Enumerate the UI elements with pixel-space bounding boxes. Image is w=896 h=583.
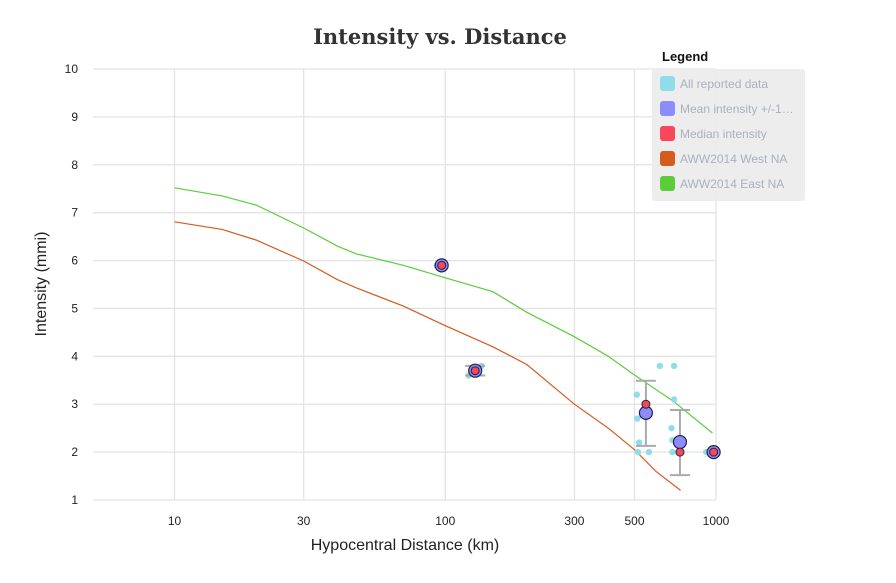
legend: Legend All reported data Mean intensity +… xyxy=(652,49,805,201)
axes: 1 2 3 4 5 6 7 8 9 10 10 30 100 300 500 1000 xyxy=(65,62,730,528)
reported-data-point xyxy=(633,391,641,398)
aww2014-west-na-line xyxy=(174,221,681,491)
y-tick-label: 8 xyxy=(71,158,78,172)
y-tick-label: 2 xyxy=(71,445,78,459)
reported-data-point xyxy=(668,424,675,432)
x-tick-label: 30 xyxy=(297,514,311,528)
y-tick-label: 10 xyxy=(65,62,79,76)
legend-label: Mean intensity +/-1… xyxy=(680,102,794,116)
legend-label: AWW2014 West NA xyxy=(680,152,787,166)
median-intensity-point xyxy=(675,447,685,457)
reported-data-point xyxy=(669,448,676,456)
legend-label: Median intensity xyxy=(680,127,767,141)
legend-swatch xyxy=(660,101,675,116)
median-intensity-point xyxy=(437,260,447,270)
reported-data-point xyxy=(634,415,641,422)
reported-data-point xyxy=(645,448,653,456)
x-axis-label: Hypocentral Distance (km) xyxy=(311,537,500,554)
chart-title: Intensity vs. Distance xyxy=(313,24,567,49)
legend-swatch xyxy=(660,176,675,191)
legend-label: All reported data xyxy=(680,77,768,91)
median-intensity-point xyxy=(709,447,719,457)
x-tick-label: 300 xyxy=(564,514,584,528)
y-tick-label: 6 xyxy=(71,254,78,268)
median-intensity-point xyxy=(641,399,651,409)
y-tick-label: 1 xyxy=(71,493,78,507)
y-axis-label: Intensity (mmi) xyxy=(33,232,50,337)
legend-label: AWW2014 East NA xyxy=(680,177,784,191)
x-tick-label: 1000 xyxy=(703,514,730,528)
y-tick-label: 3 xyxy=(71,397,78,411)
mean-intensity-point xyxy=(672,434,688,450)
y-tick-label: 5 xyxy=(71,301,78,315)
reported-data-point xyxy=(670,396,678,403)
aww2014-east-na-line xyxy=(174,187,713,434)
y-tick-label: 7 xyxy=(71,206,78,220)
legend-swatch xyxy=(660,151,675,166)
data-points xyxy=(433,258,721,477)
reported-data-point xyxy=(634,448,642,456)
legend-swatch xyxy=(660,126,675,141)
x-tick-label: 100 xyxy=(435,514,455,528)
x-tick-label: 10 xyxy=(168,514,182,528)
legend-box xyxy=(652,69,805,201)
reported-data-point xyxy=(670,362,678,370)
legend-title: Legend xyxy=(662,49,708,64)
legend-swatch xyxy=(660,76,675,91)
x-tick-label: 500 xyxy=(624,514,644,528)
model-curves xyxy=(174,187,713,491)
y-tick-label: 9 xyxy=(71,110,78,124)
y-tick-label: 4 xyxy=(71,349,78,363)
median-intensity-point xyxy=(470,366,480,376)
reported-data-point xyxy=(635,439,643,446)
reported-data-point xyxy=(656,362,663,370)
grid xyxy=(93,68,717,501)
